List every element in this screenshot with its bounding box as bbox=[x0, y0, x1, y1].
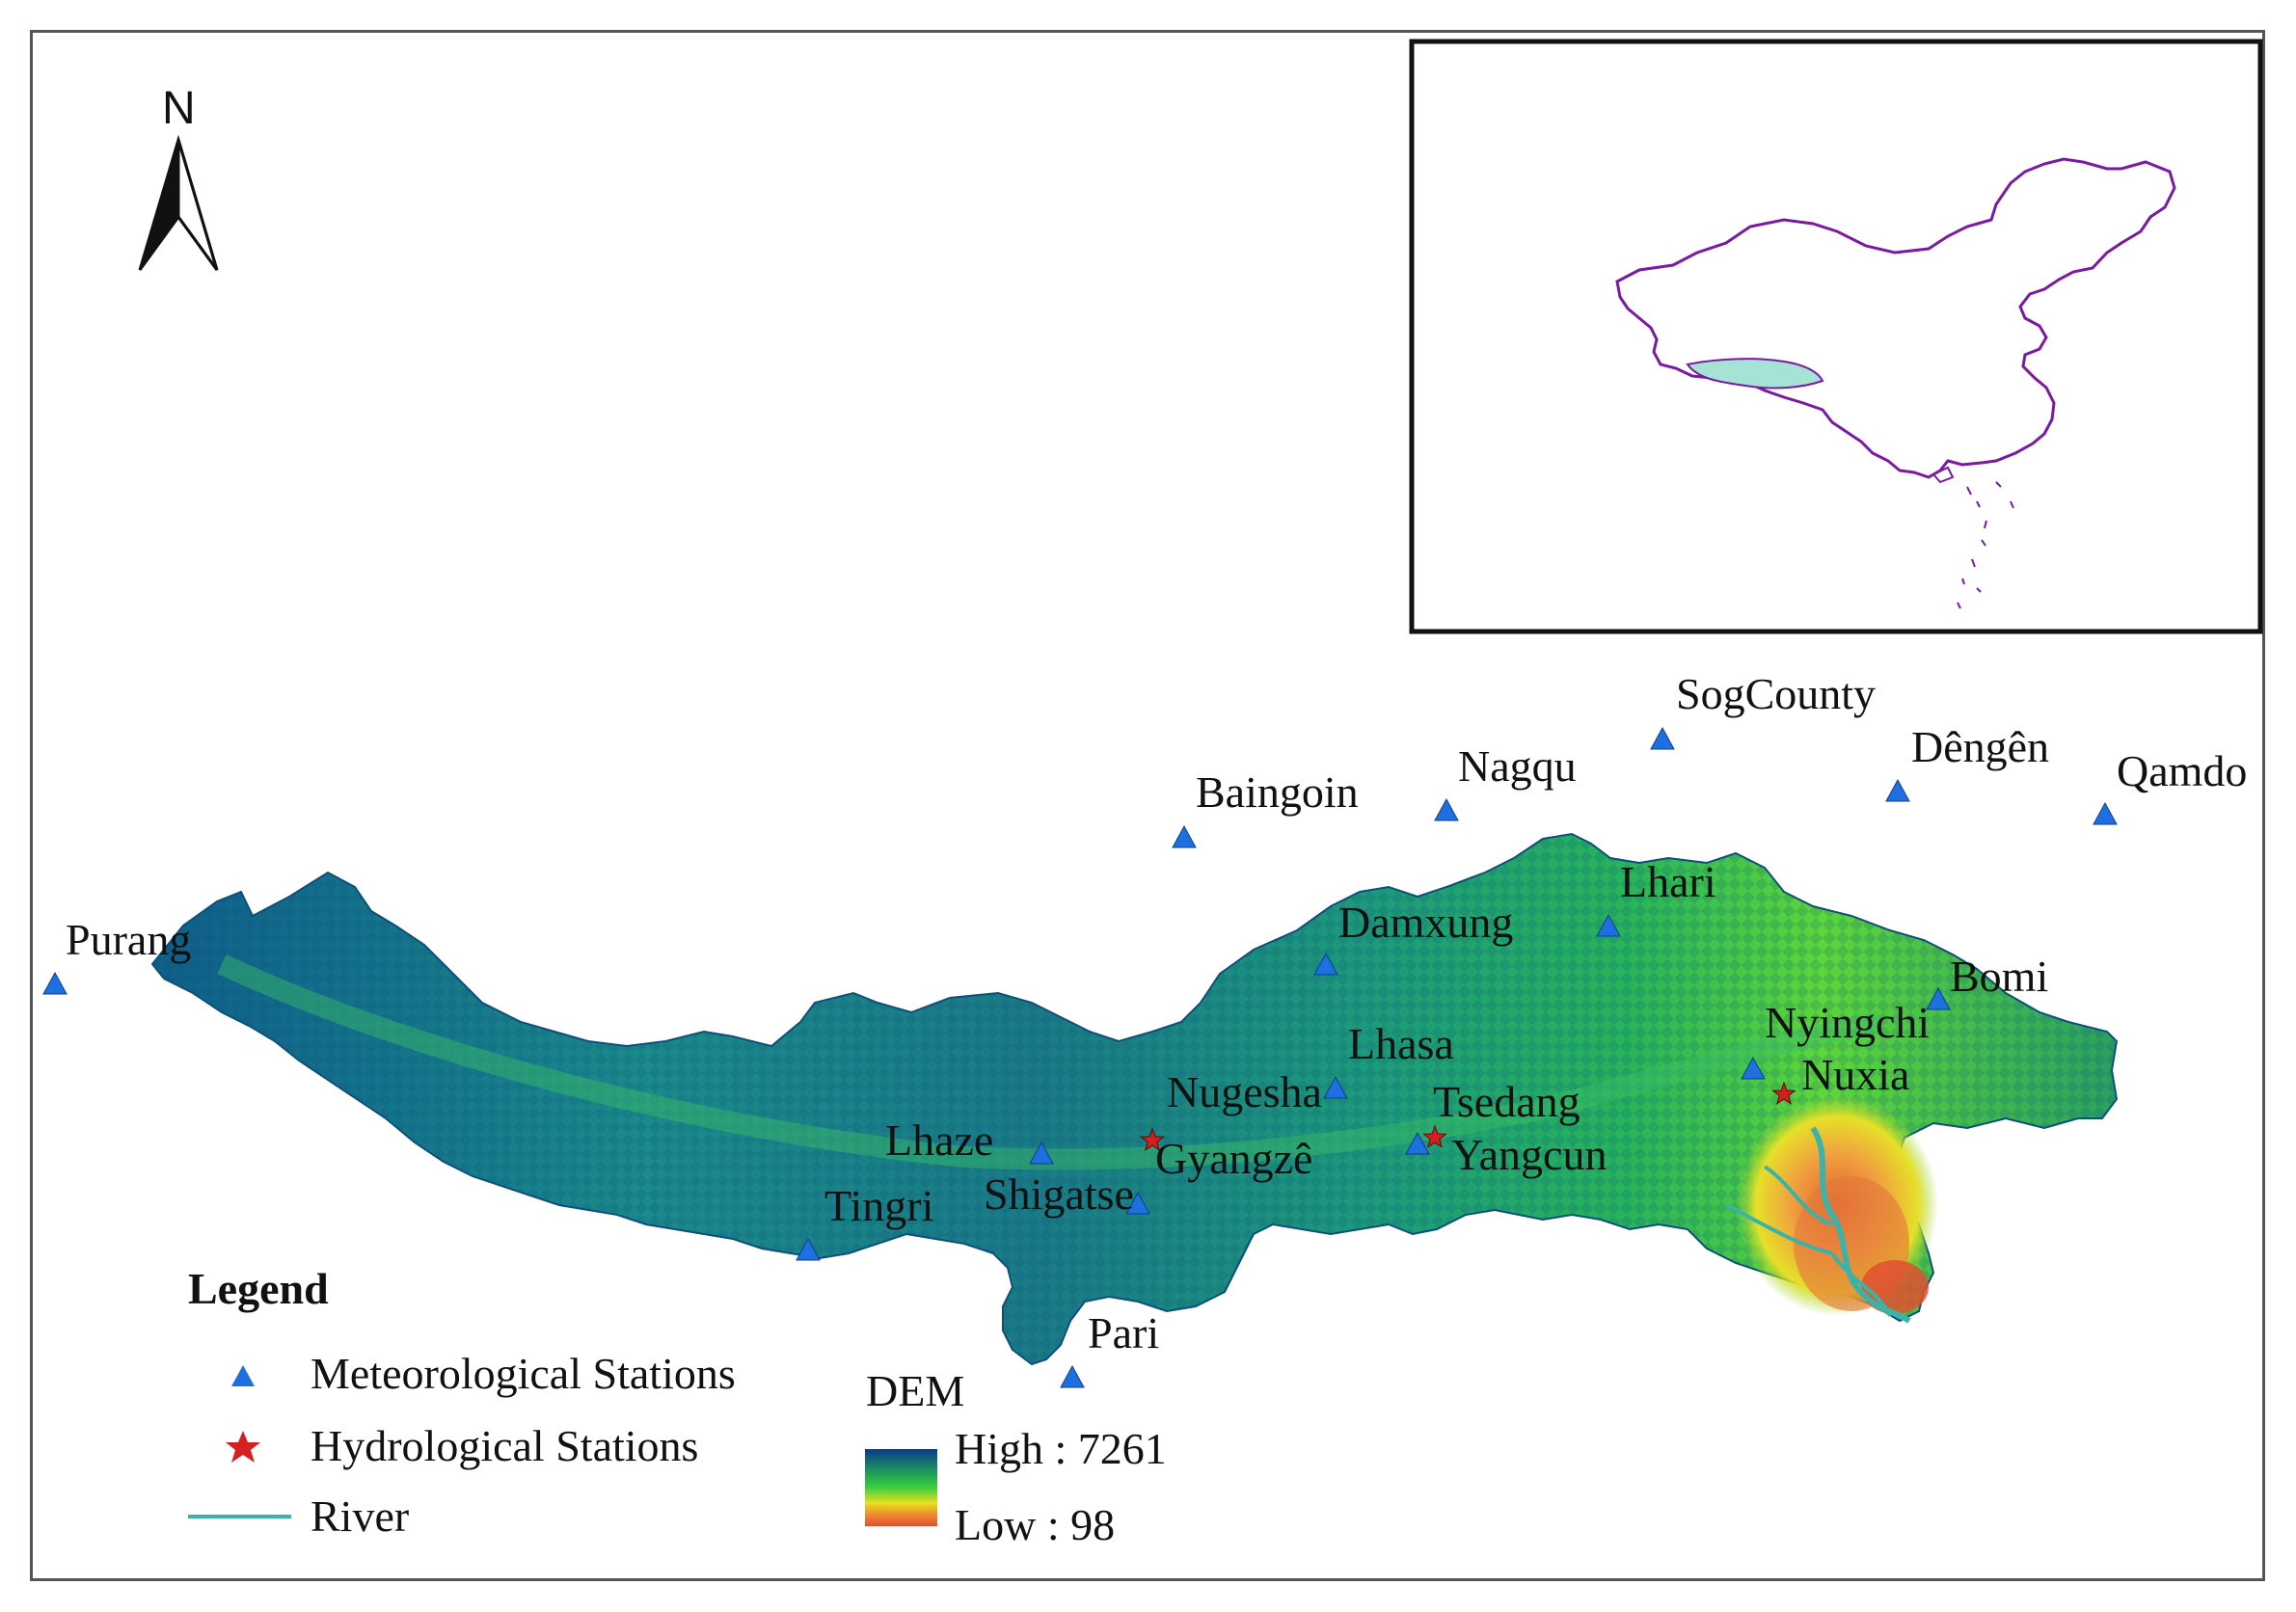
basin-dem bbox=[150, 832, 2119, 1366]
inset-map bbox=[1409, 39, 2263, 634]
met-station-baingoin-marker bbox=[1172, 824, 1197, 848]
north-arrow-icon bbox=[138, 134, 219, 271]
met-station-nagqu-marker bbox=[1434, 797, 1459, 821]
meteorological-markers bbox=[42, 726, 2118, 1388]
legend-item-meteorological: Meteorological Stations bbox=[311, 1349, 736, 1398]
met-station-qamdo-marker bbox=[2093, 801, 2118, 825]
hydro-station-gyangze-label: Gyangzê bbox=[1155, 1134, 1312, 1183]
north-label: N bbox=[162, 83, 196, 134]
met-station-bomi-marker bbox=[1926, 986, 1951, 1010]
legend-item-river: River bbox=[311, 1491, 409, 1541]
met-station-purang-marker bbox=[42, 971, 68, 995]
hydro-station-nugesha-label: Nugesha bbox=[1167, 1067, 1322, 1116]
met-station-dengen-marker bbox=[1885, 778, 1910, 802]
station-labels: Purang Baingoin Nagqu SogCounty Dêngên Qamdo L… bbox=[66, 669, 2247, 1357]
hydro-station-nuxia-label: Nuxia bbox=[1801, 1050, 1909, 1099]
met-station-pari-label: Pari bbox=[1088, 1308, 1159, 1357]
dem-high-label: High : 7261 bbox=[955, 1424, 1167, 1473]
met-station-tingri-marker bbox=[796, 1237, 821, 1261]
hydro-station-gyangze-marker bbox=[1140, 1127, 1165, 1151]
met-station-tsedang-marker bbox=[1405, 1131, 1430, 1155]
china-outline-icon bbox=[1615, 157, 2176, 609]
met-station-tsedang-label: Tsedang bbox=[1433, 1077, 1580, 1126]
met-station-lhari-label: Lhari bbox=[1620, 857, 1716, 906]
met-station-tingri-label: Tingri bbox=[824, 1181, 933, 1230]
met-station-shigatse-label: Shigatse bbox=[984, 1169, 1134, 1219]
met-station-pari-marker bbox=[1060, 1364, 1085, 1388]
legend: Legend Meteorological Stations Hydrologi… bbox=[188, 1264, 1167, 1549]
met-station-qamdo-label: Qamdo bbox=[2117, 746, 2247, 795]
hydro-station-yangcun-marker bbox=[1422, 1124, 1447, 1148]
met-station-lhaze-marker bbox=[1029, 1141, 1054, 1165]
met-station-purang-label: Purang bbox=[66, 915, 191, 964]
met-station-lhasa-marker bbox=[1323, 1075, 1348, 1099]
met-station-baingoin-label: Baingoin bbox=[1196, 767, 1359, 817]
met-station-lhaze-label: Lhaze bbox=[885, 1115, 993, 1165]
met-station-lhari-marker bbox=[1596, 913, 1621, 937]
met-station-nyingchi-label: Nyingchi bbox=[1765, 998, 1930, 1047]
hydro-station-nuxia-marker bbox=[1771, 1081, 1796, 1105]
met-station-sogcounty-marker bbox=[1650, 726, 1675, 750]
met-station-damxung-label: Damxung bbox=[1338, 898, 1513, 947]
met-station-shigatse-marker bbox=[1125, 1191, 1150, 1215]
legend-item-hydrological: Hydrological Stations bbox=[311, 1421, 698, 1470]
legend-title: Legend bbox=[188, 1264, 329, 1313]
met-station-nyingchi-marker bbox=[1741, 1056, 1766, 1080]
dem-low-label: Low : 98 bbox=[955, 1500, 1115, 1549]
triangle-icon bbox=[231, 1365, 255, 1386]
dem-color-ramp bbox=[865, 1449, 937, 1526]
met-station-damxung-marker bbox=[1313, 952, 1338, 976]
met-station-bomi-label: Bomi bbox=[1950, 952, 2048, 1001]
met-station-nagqu-label: Nagqu bbox=[1458, 741, 1577, 791]
star-icon bbox=[226, 1431, 260, 1463]
met-station-lhasa-label: Lhasa bbox=[1348, 1019, 1454, 1068]
met-station-sogcounty-label: SogCounty bbox=[1676, 669, 1876, 718]
hydrological-markers bbox=[1140, 1081, 1796, 1151]
map-frame bbox=[30, 30, 2265, 1581]
hydro-station-yangcun-label: Yangcun bbox=[1451, 1130, 1607, 1179]
dem-title: DEM bbox=[866, 1366, 964, 1415]
met-station-dengen-label: Dêngên bbox=[1911, 722, 2049, 771]
